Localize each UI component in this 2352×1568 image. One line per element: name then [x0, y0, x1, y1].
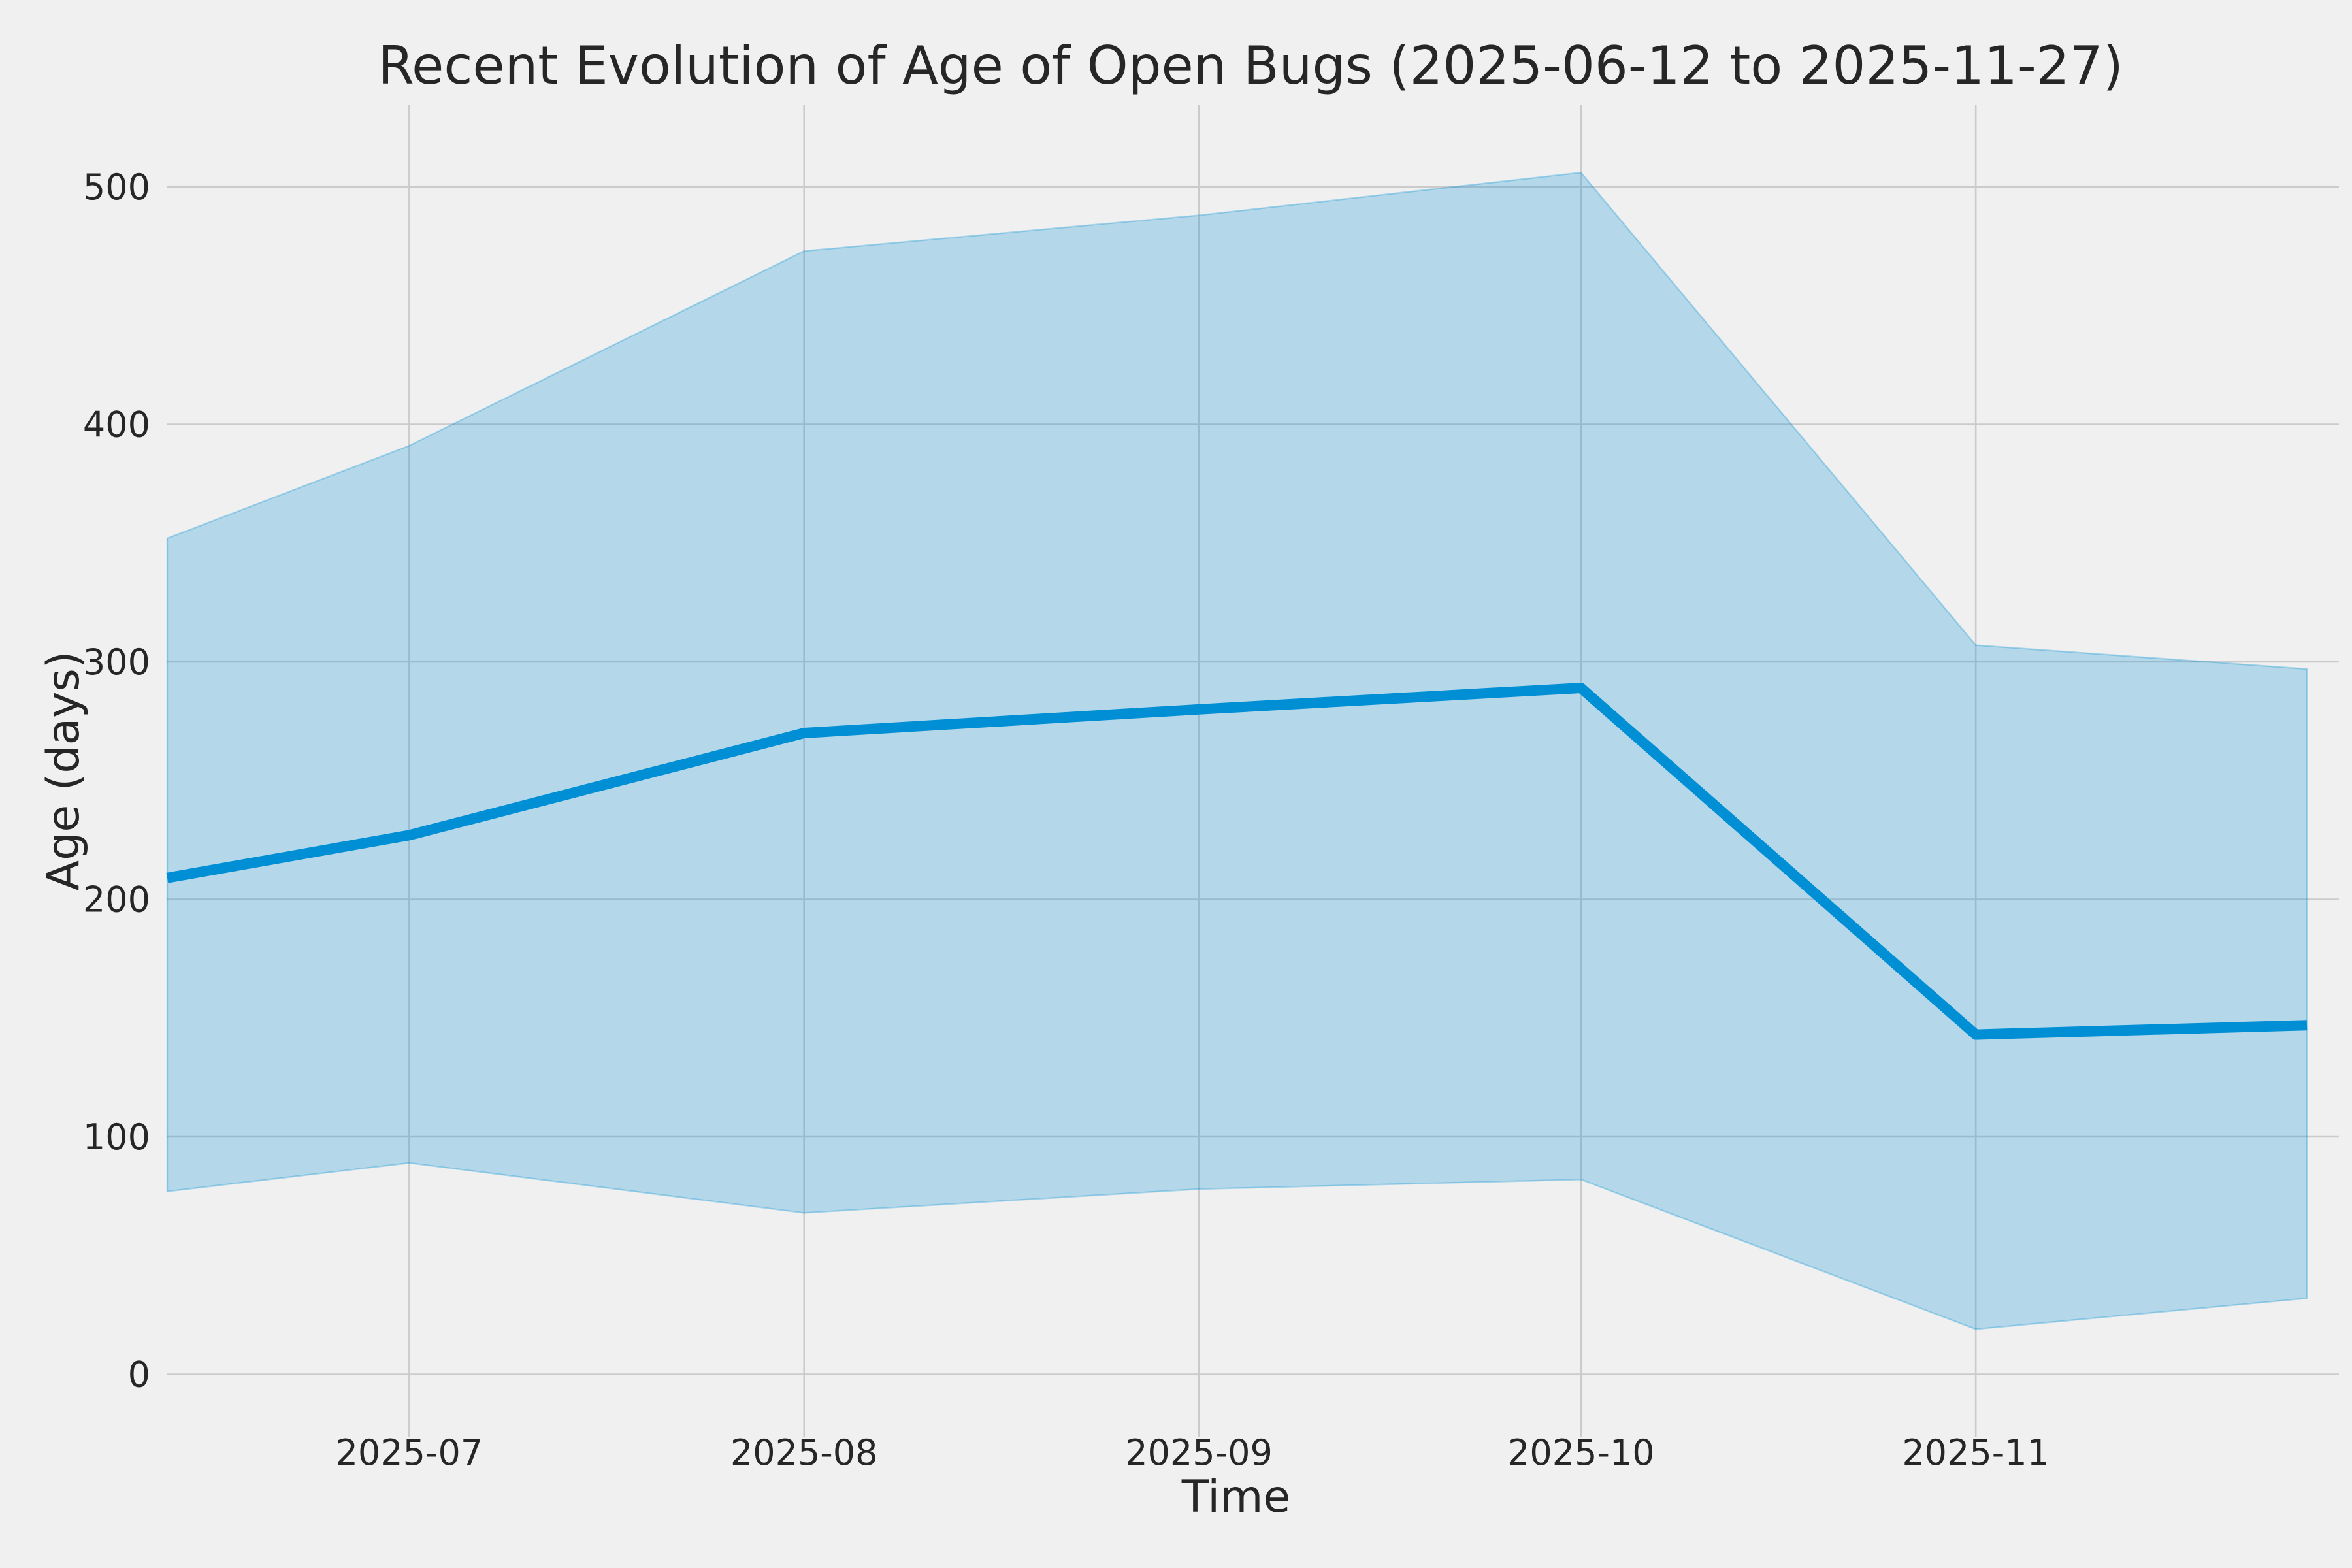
y-tick-label: 0: [128, 1354, 150, 1396]
y-axis-label: Age (days): [38, 651, 90, 891]
uncertainty-band: [166, 171, 2308, 1330]
y-tick-label: 200: [83, 879, 150, 921]
x-axis-label: Time: [1181, 1471, 1290, 1523]
x-tick-label: 2025-09: [1125, 1432, 1273, 1473]
x-tick-label: 2025-07: [336, 1432, 483, 1473]
y-tick-label: 300: [83, 642, 150, 683]
x-tick-label: 2025-11: [1902, 1432, 2050, 1473]
tick-labels: 0 100 200 300 400 500 2025-07 2025-08 2025-09 202…: [83, 167, 2050, 1473]
gridlines: [167, 105, 2339, 1437]
chart-title: Recent Evolution of Age of Open Bugs (20…: [378, 35, 2123, 96]
x-tick-label: 2025-08: [730, 1432, 878, 1473]
y-tick-label: 400: [83, 404, 150, 446]
mean-age-line: [166, 683, 2308, 1040]
y-tick-label: 100: [83, 1117, 150, 1158]
plot-area: [166, 171, 2308, 1330]
y-tick-label: 500: [83, 167, 150, 208]
x-tick-label: 2025-10: [1507, 1432, 1655, 1473]
